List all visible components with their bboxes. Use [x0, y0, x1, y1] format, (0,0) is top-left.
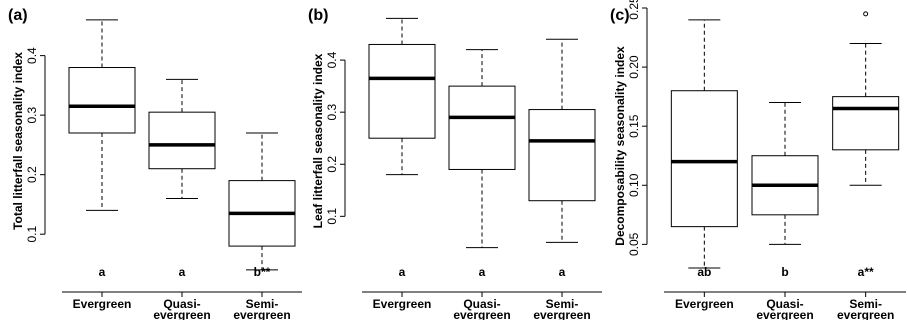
y-tick-label: 0.20	[627, 55, 641, 79]
box-iqr	[448, 85, 516, 170]
box-3: a	[528, 38, 596, 279]
x-tick-label: evergreen	[153, 308, 210, 320]
x-tick-label: evergreen	[453, 308, 510, 320]
outlier-point	[863, 11, 869, 17]
x-tick-label: Quasi-	[463, 297, 500, 311]
y-tick-label: 0.2	[25, 166, 39, 183]
y-tick-label: 0.3	[25, 106, 39, 123]
x-tick-label: evergreen	[533, 308, 590, 320]
box-1: a	[68, 19, 136, 279]
y-axis-title: Leaf litterfall seasonality index	[311, 53, 325, 228]
y-tick-label: 0.25	[627, 0, 641, 20]
significance-letter: a	[99, 265, 106, 279]
significance-letter: ab	[697, 265, 711, 279]
significance-letter: a	[479, 265, 486, 279]
x-tick-label: Evergreen	[73, 297, 132, 311]
y-tick-label: 0.05	[627, 232, 641, 256]
y-tick-label: 0.15	[627, 114, 641, 138]
box-iqr	[148, 111, 216, 170]
panel-label: (b)	[308, 7, 328, 24]
x-tick-label: Evergreen	[675, 297, 734, 311]
significance-letter: a	[559, 265, 566, 279]
box-iqr	[670, 90, 738, 228]
y-axis-title: Decomposability seasonality index	[613, 46, 627, 246]
x-tick-label: Evergreen	[373, 297, 432, 311]
box-iqr	[368, 43, 436, 139]
y-tick-label: 0.3	[325, 104, 339, 121]
x-tick-label: Semi-	[849, 297, 882, 311]
x-tick-label: evergreen	[837, 308, 894, 320]
panel-label: (c)	[610, 7, 630, 24]
y-axis-title: Total litterfall seasonality index	[11, 52, 25, 230]
y-tick-label: 0.1	[25, 226, 39, 243]
box-iqr	[68, 67, 136, 134]
box-1: ab	[670, 19, 738, 279]
x-tick-label: Quasi-	[766, 297, 803, 311]
x-tick-label: Semi-	[546, 297, 579, 311]
significance-letter: a	[179, 265, 186, 279]
y-tick-label: 0.4	[25, 47, 39, 64]
box-iqr	[832, 96, 900, 151]
box-3: a**	[832, 11, 900, 279]
box-2: a	[448, 49, 516, 279]
box-3: b**	[228, 132, 296, 279]
significance-letter: a	[399, 265, 406, 279]
significance-letter: b**	[254, 265, 271, 279]
box-1: a	[368, 17, 436, 279]
x-tick-label: evergreen	[233, 308, 290, 320]
y-tick-label: 0.1	[325, 208, 339, 225]
box-2: a	[148, 78, 216, 279]
panel-3: (c) 0.05 0.10 0.15 0.20 0.25 Decomposability s…	[610, 0, 906, 320]
x-tick-label: Semi-	[246, 297, 279, 311]
panel-label: (a)	[8, 7, 28, 24]
box-2: b	[751, 102, 819, 279]
y-tick-label: 0.10	[627, 173, 641, 197]
x-tick-label: Quasi-	[163, 297, 200, 311]
y-tick-label: 0.2	[325, 156, 339, 173]
y-tick-label: 0.4	[325, 51, 339, 68]
x-tick-label: evergreen	[756, 308, 813, 320]
significance-letter: a**	[858, 265, 874, 279]
box-iqr	[528, 109, 596, 202]
significance-letter: b	[781, 265, 788, 279]
